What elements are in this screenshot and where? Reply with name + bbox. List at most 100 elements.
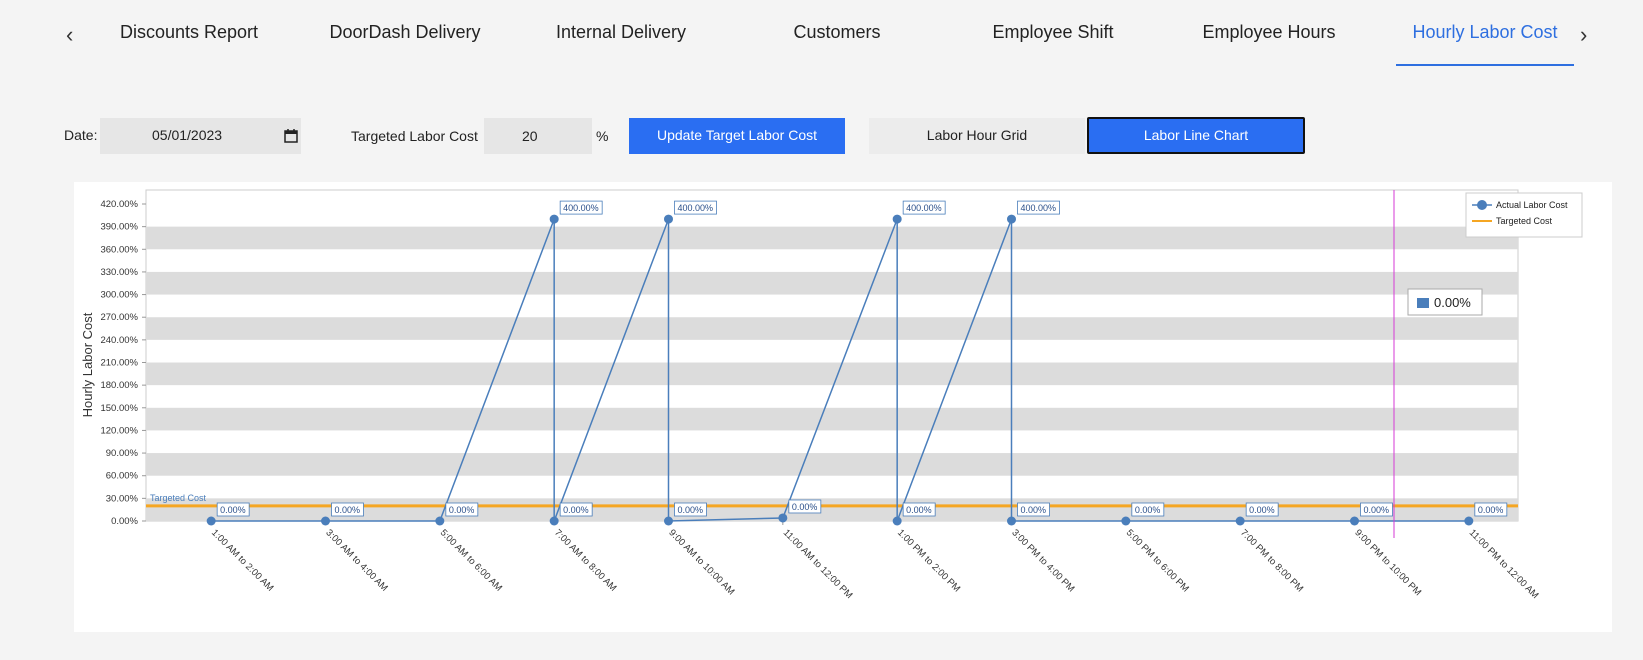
data-label-box: [1131, 502, 1165, 517]
grid-band: [146, 226, 1518, 250]
labor-cost-line-chart: 0.00% 30.00% 60.00% 90.00% 120.00% 150.00% 180…: [80, 189, 1583, 601]
chart-tooltip: 0.00%: [1407, 288, 1483, 316]
y-axis-title: Hourly Labor Cost: [80, 312, 95, 417]
update-target-labor-cost-button[interactable]: Update Target Labor Cost: [629, 118, 845, 154]
data-label: 0.00%: [445, 502, 479, 517]
data-point: [549, 516, 559, 526]
data-label-text: 0.00%: [1249, 505, 1275, 515]
data-point: [1235, 516, 1245, 526]
labor-cost-chart-panel: 0.00% 30.00% 60.00% 90.00% 120.00% 150.00% 180…: [74, 182, 1612, 632]
x-tick-label: 5:00 AM to 6:00 AM: [438, 527, 504, 593]
actual-labor-cost-line: [211, 218, 1469, 522]
tabs-prev-arrow-icon[interactable]: ‹: [66, 22, 74, 47]
data-label-text: 0.00%: [792, 502, 818, 512]
y-tick-label: 60.00%: [106, 471, 139, 482]
data-label: 0.00%: [788, 499, 822, 514]
data-label-box: [559, 502, 593, 517]
y-tick-label: 120.00%: [100, 425, 138, 436]
grid-band: [146, 453, 1518, 476]
data-label-box: [331, 502, 364, 517]
data-label: 0.00%: [1474, 502, 1508, 517]
data-label-box: [674, 200, 717, 215]
report-tabs: ‹ Discounts Report DoorDash Delivery Int…: [0, 0, 1643, 70]
x-tick-label: 1:00 AM to 2:00 AM: [209, 527, 275, 593]
data-label-text: 0.00%: [335, 505, 361, 515]
data-label: 0.00%: [902, 502, 936, 517]
data-label-box: [1017, 200, 1060, 215]
x-tick-label: 7:00 AM to 8:00 AM: [552, 527, 618, 593]
data-label-text: 400.00%: [906, 203, 942, 213]
tab-internal-delivery[interactable]: Internal Delivery: [555, 22, 687, 42]
tab-customers[interactable]: Customers: [793, 22, 881, 42]
data-point: [206, 516, 216, 526]
targeted-labor-cost-input[interactable]: 20: [484, 118, 592, 154]
data-point: [435, 516, 445, 526]
data-label-box: [788, 499, 822, 514]
tab-hourly-labor-cost[interactable]: Hourly Labor Cost: [1412, 22, 1558, 42]
data-point: [892, 214, 902, 224]
tab-employee-hours[interactable]: Employee Hours: [1202, 22, 1336, 42]
y-tick-label: 90.00%: [106, 448, 139, 459]
legend-actual-marker-icon: [1477, 200, 1487, 210]
tooltip-value: 0.00%: [1434, 295, 1471, 310]
grid-band: [146, 362, 1518, 386]
data-label-text: 0.00%: [1021, 505, 1047, 515]
data-label-text: 0.00%: [449, 505, 475, 515]
data-label: 400.00%: [1017, 200, 1060, 215]
x-tick-label: 9:00 PM to 10:00 PM: [1352, 527, 1423, 598]
x-tick-label: 11:00 PM to 12:00 AM: [1467, 527, 1541, 601]
chart-legend: Actual Labor Cost Targeted Cost: [1465, 192, 1583, 238]
y-tick-label: 270.00%: [100, 312, 138, 323]
grid-band: [146, 271, 1518, 295]
date-input[interactable]: 05/01/2023: [100, 118, 301, 154]
calendar-icon[interactable]: [284, 129, 298, 143]
data-label: 0.00%: [331, 502, 364, 517]
y-tick-label: 180.00%: [100, 380, 138, 391]
y-tick-label: 390.00%: [100, 222, 138, 233]
labor-line-chart-button[interactable]: Labor Line Chart: [1087, 117, 1305, 154]
data-point: [1121, 516, 1131, 526]
targeted-cost-label: Targeted Cost: [150, 493, 207, 503]
data-label: 0.00%: [1017, 502, 1050, 517]
y-tick-label: 330.00%: [100, 267, 138, 278]
data-point: [1350, 516, 1359, 526]
data-point: [664, 214, 673, 224]
data-point: [664, 516, 673, 526]
data-point: [1464, 516, 1474, 526]
tab-discounts-report[interactable]: Discounts Report: [119, 22, 259, 42]
data-label: 400.00%: [902, 200, 946, 215]
data-label-box: [902, 200, 946, 215]
grid-band: [146, 498, 1518, 521]
data-label-text: 400.00%: [678, 203, 714, 213]
y-tick-label: 210.00%: [100, 358, 138, 369]
y-tick-label: 150.00%: [100, 403, 138, 414]
data-label-text: 400.00%: [1021, 203, 1057, 213]
tab-employee-shift[interactable]: Employee Shift: [992, 22, 1114, 42]
x-tick-label: 11:00 AM to 12:00 PM: [781, 527, 855, 601]
active-tab-indicator: [1396, 64, 1574, 66]
date-label: Date:: [64, 127, 98, 143]
grid-band: [146, 317, 1518, 340]
y-tick-label: 360.00%: [100, 244, 138, 255]
tabs-next-arrow-icon[interactable]: ›: [1580, 22, 1588, 47]
data-point: [321, 516, 330, 526]
x-tick-label: 3:00 AM to 4:00 AM: [323, 527, 389, 593]
x-tick-label: 5:00 PM to 6:00 PM: [1124, 527, 1191, 594]
data-label-text: 0.00%: [678, 505, 704, 515]
x-tick-label: 9:00 AM to 10:00 AM: [666, 527, 736, 597]
data-label-text: 0.00%: [220, 505, 246, 515]
grid-band: [146, 407, 1518, 431]
tab-doordash-delivery[interactable]: DoorDash Delivery: [329, 22, 481, 42]
data-label-text: 0.00%: [1135, 505, 1161, 515]
data-point: [1007, 214, 1016, 224]
data-label: 400.00%: [559, 200, 603, 215]
labor-hour-grid-button[interactable]: Labor Hour Grid: [869, 118, 1085, 154]
y-tick-label: 0.00%: [111, 516, 138, 527]
legend-actual-labor-cost: Actual Labor Cost: [1496, 200, 1568, 210]
data-label-text: 0.00%: [1364, 505, 1390, 515]
data-label: 0.00%: [674, 502, 707, 517]
data-label: 0.00%: [559, 502, 593, 517]
x-tick-label: 7:00 PM to 8:00 PM: [1238, 527, 1305, 594]
percent-sign: %: [596, 128, 609, 144]
data-point: [549, 214, 559, 224]
